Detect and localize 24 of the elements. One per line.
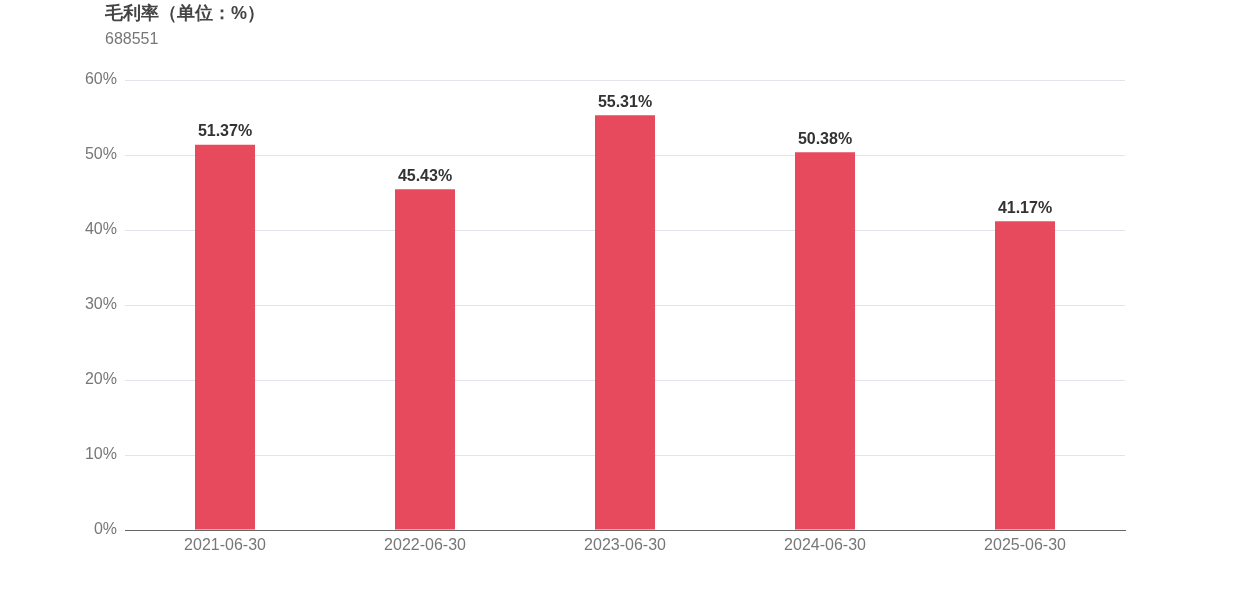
x-tick-label: 2025-06-30 xyxy=(984,536,1067,554)
data-label: 45.43% xyxy=(397,166,453,184)
chart-title: 毛利率（单位：%） xyxy=(105,2,266,25)
bar xyxy=(795,152,855,530)
y-tick-label: 50% xyxy=(84,145,117,163)
data-label: 50.38% xyxy=(797,129,853,147)
y-tick-label: 0% xyxy=(93,520,117,538)
bar xyxy=(395,189,455,530)
bar xyxy=(595,115,655,530)
y-tick-label: 60% xyxy=(84,70,117,88)
data-label: 55.31% xyxy=(597,92,653,110)
y-tick-label: 40% xyxy=(84,220,117,238)
data-label: 41.17% xyxy=(997,198,1053,216)
y-tick-label: 20% xyxy=(84,370,117,388)
x-tick-label: 2024-06-30 xyxy=(784,536,867,554)
bar xyxy=(195,144,255,530)
x-tick-label: 2023-06-30 xyxy=(584,536,667,554)
data-label: 51.37% xyxy=(197,122,253,140)
bar xyxy=(995,221,1055,530)
x-tick-label: 2021-06-30 xyxy=(184,536,267,554)
y-tick-label: 10% xyxy=(84,445,117,463)
y-tick-label: 30% xyxy=(84,295,117,313)
chart-subtitle: 688551 xyxy=(105,30,159,48)
x-tick-label: 2022-06-30 xyxy=(384,536,467,554)
